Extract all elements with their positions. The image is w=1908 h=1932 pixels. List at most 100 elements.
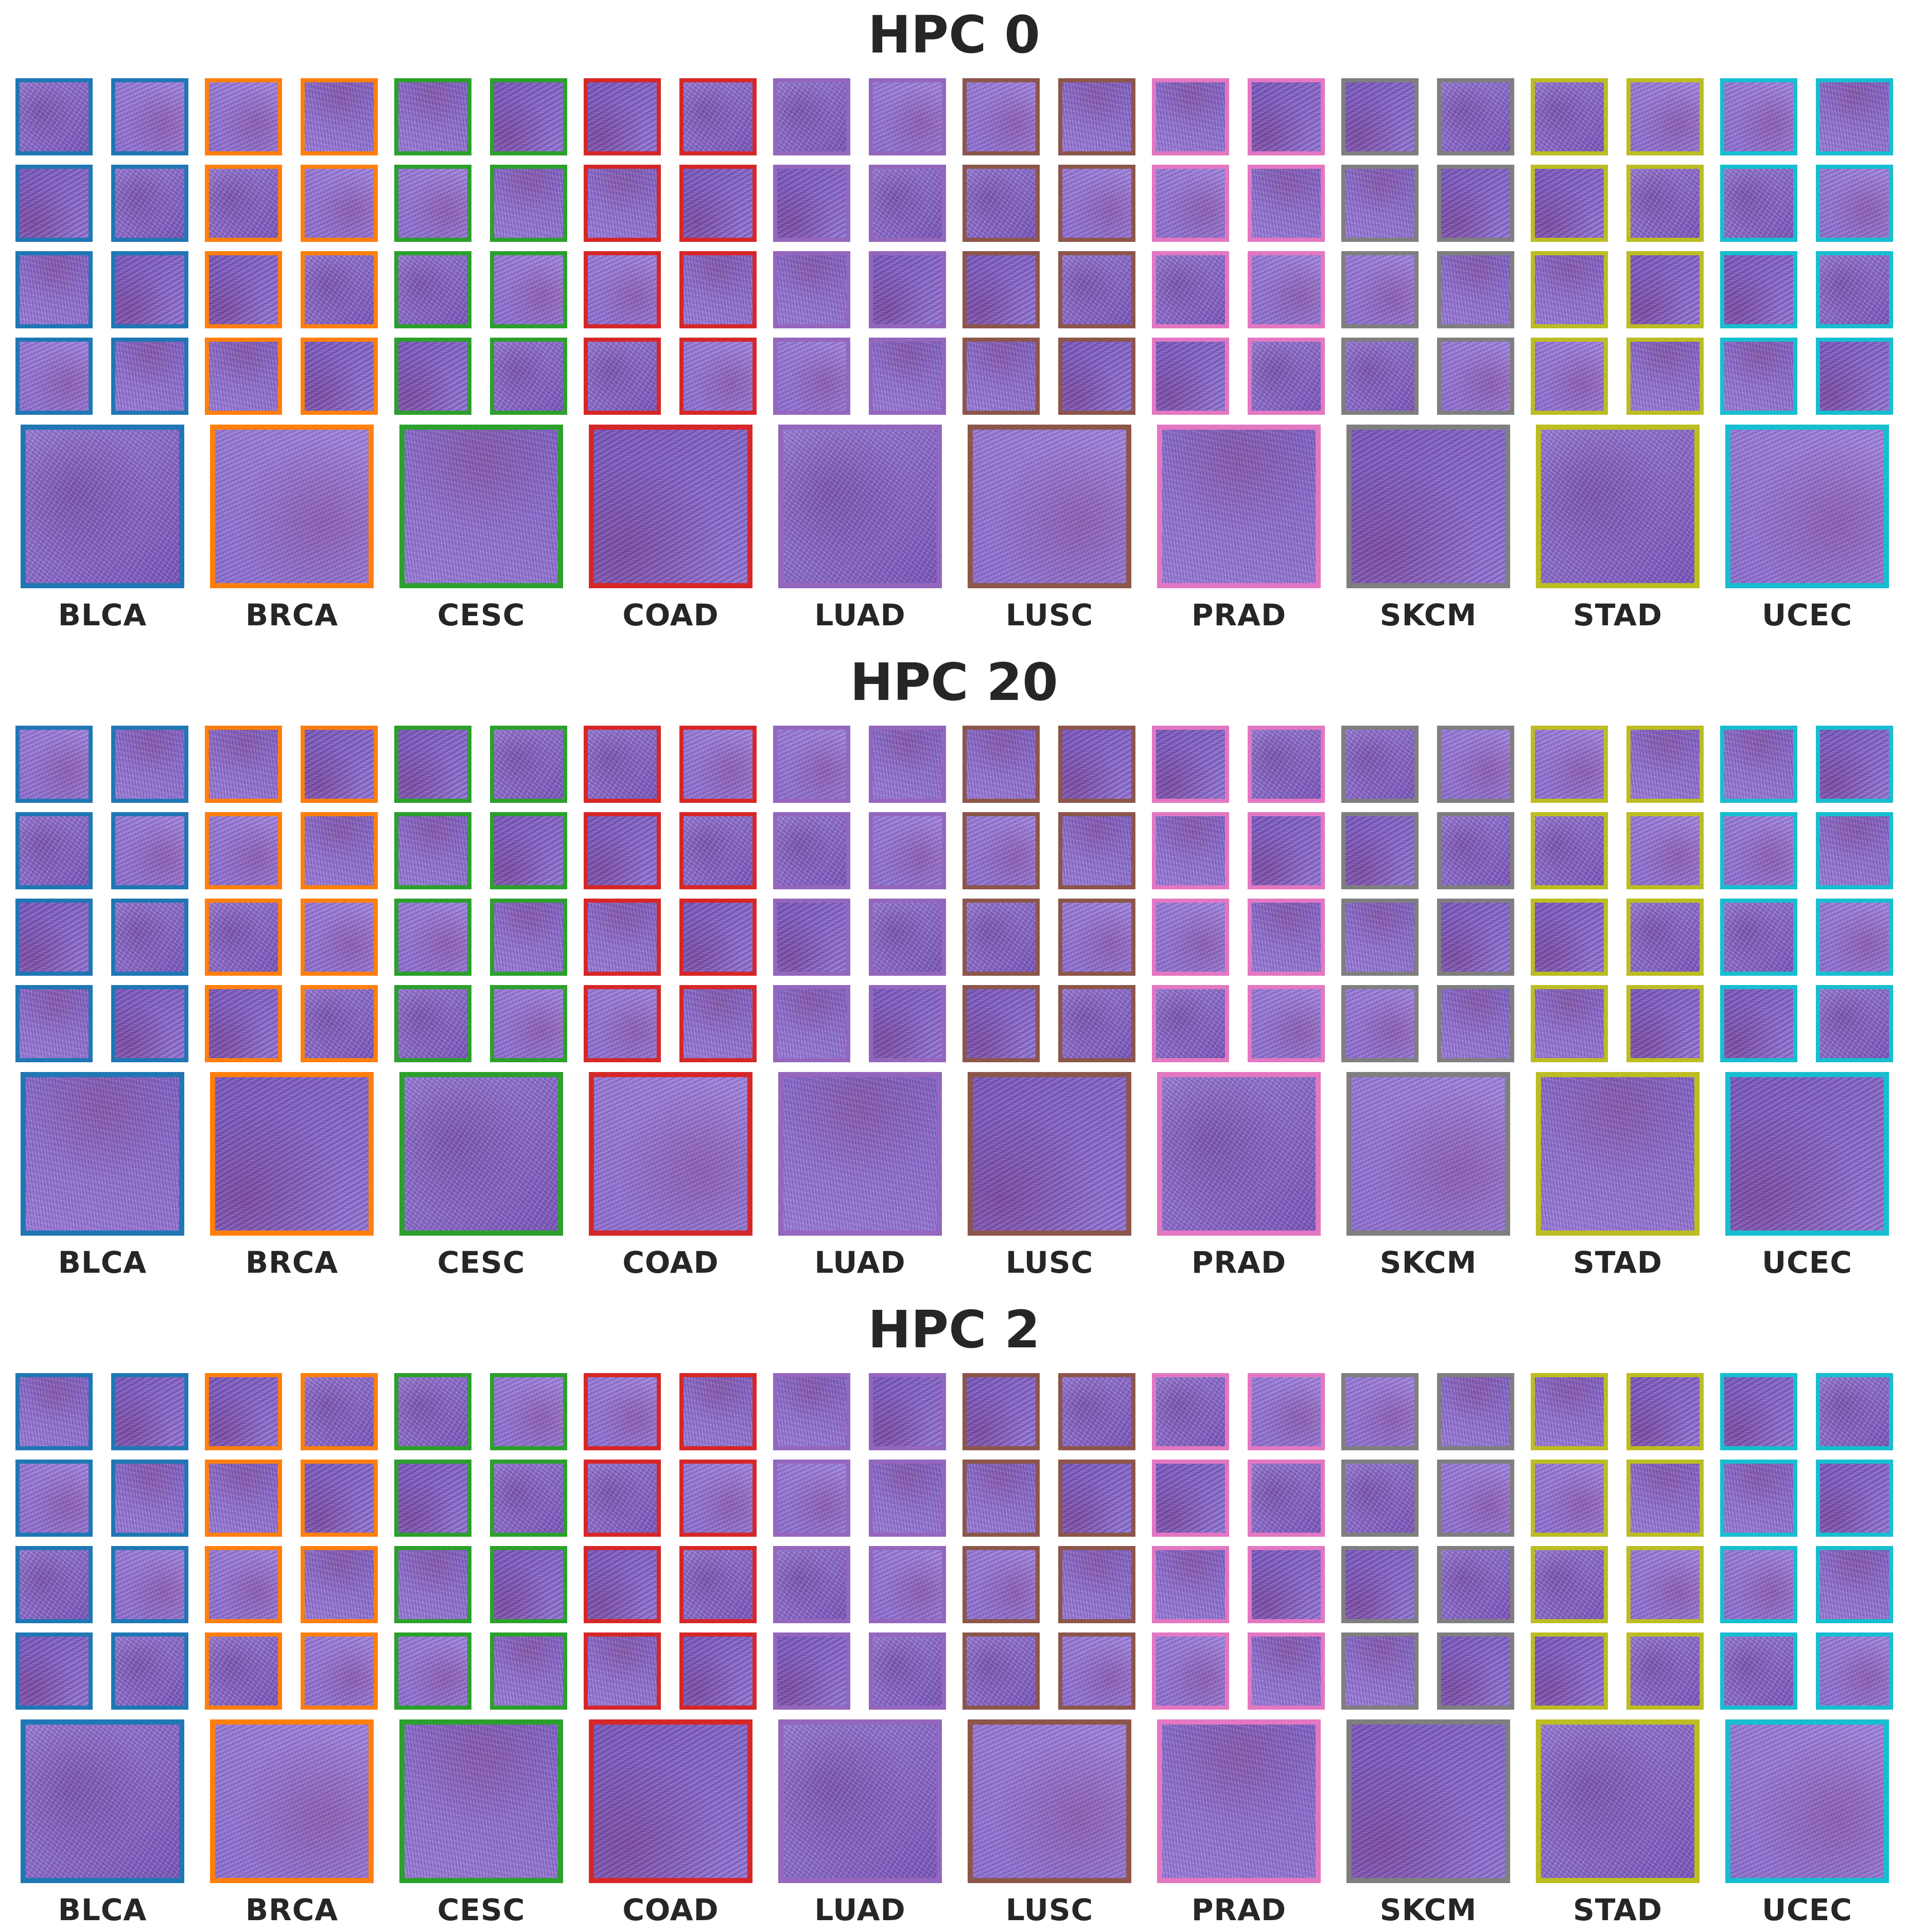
tissue-tile-thumbnail [584, 165, 661, 242]
tissue-tile-thumbnail [1816, 251, 1893, 328]
tissue-texture [1730, 430, 1884, 583]
tissue-texture [1156, 255, 1225, 324]
tissue-texture [494, 1377, 563, 1446]
tissue-texture [305, 82, 374, 151]
tissue-tile-thumbnail [1720, 338, 1797, 415]
tissue-texture [1724, 169, 1793, 238]
tissue-texture [1820, 903, 1889, 972]
tissue-tile-thumbnail [773, 985, 850, 1062]
tissue-texture [115, 169, 184, 238]
tissue-tile-thumbnail [584, 338, 661, 415]
tissue-texture [494, 82, 563, 151]
tissue-tile-thumbnail [679, 1460, 757, 1537]
tissue-tile-large [1536, 1719, 1700, 1883]
tissue-texture [967, 1550, 1036, 1619]
tissue-texture [115, 730, 184, 799]
tissue-texture [1541, 430, 1694, 583]
tissue-tile-thumbnail [490, 1546, 567, 1623]
tissue-texture [967, 82, 1036, 151]
tissue-texture [1820, 255, 1889, 324]
tissue-tile-thumbnail [490, 985, 567, 1062]
tissue-tile-large [21, 1719, 184, 1883]
tissue-texture [1252, 730, 1321, 799]
cancer-type-label: UCEC [1762, 1245, 1852, 1280]
tissue-tile-thumbnail [1341, 251, 1419, 328]
tissue-texture [777, 342, 846, 411]
tissue-tile-thumbnail [1626, 165, 1704, 242]
tissue-tile-thumbnail [1341, 78, 1419, 155]
tissue-texture [20, 903, 89, 972]
tissue-texture [398, 255, 467, 324]
tissue-tile-thumbnail [679, 1632, 757, 1710]
tissue-texture [1441, 730, 1510, 799]
tissue-texture [1441, 903, 1510, 972]
tissue-texture [684, 903, 752, 972]
tissue-texture [209, 342, 278, 411]
hpc-panel-title: HPC 0 [868, 5, 1040, 65]
tissue-texture [405, 1077, 558, 1231]
tissue-texture [588, 1377, 657, 1446]
tissue-tile-thumbnail [1437, 1460, 1514, 1537]
tissue-texture [973, 430, 1126, 583]
tissue-texture [209, 903, 278, 972]
tissue-tile-thumbnail [301, 338, 378, 415]
tissue-texture [20, 816, 89, 885]
tissue-texture [305, 816, 374, 885]
tissue-tile-thumbnail [869, 78, 946, 155]
tissue-texture [1441, 1637, 1510, 1706]
tissue-texture [26, 430, 179, 583]
tissue-tile-thumbnail [394, 726, 471, 803]
tissue-tile-thumbnail [490, 78, 567, 155]
tissue-texture [783, 1725, 937, 1878]
cancer-type-label: COAD [622, 1892, 719, 1927]
tissue-tile-thumbnail [1437, 812, 1514, 889]
tissue-texture [967, 816, 1036, 885]
tissue-texture [215, 1077, 369, 1231]
tissue-tile-thumbnail [679, 165, 757, 242]
tissue-tile-thumbnail [1531, 251, 1608, 328]
tissue-texture [398, 816, 467, 885]
tissue-tile-thumbnail [679, 1373, 757, 1450]
tissue-tile-thumbnail [111, 985, 188, 1062]
cancer-type-label: CESC [437, 598, 526, 633]
tissue-tile-thumbnail [490, 251, 567, 328]
tissue-texture [1352, 1077, 1505, 1231]
tissue-texture [684, 255, 752, 324]
tissue-tile-thumbnail [1720, 899, 1797, 976]
tissue-tile-thumbnail [1720, 165, 1797, 242]
tissue-tile-thumbnail [869, 251, 946, 328]
tissue-tile-thumbnail [1058, 1460, 1135, 1537]
tissue-tile-thumbnail [394, 1632, 471, 1710]
tissue-tile-thumbnail [1341, 812, 1419, 889]
cancer-type-label: CESC [437, 1245, 526, 1280]
tissue-texture [494, 903, 563, 972]
tissue-texture [1062, 255, 1131, 324]
tissue-texture [1156, 903, 1225, 972]
tissue-tile-thumbnail [1531, 1460, 1608, 1537]
tissue-tile-thumbnail [1531, 338, 1608, 415]
cancer-type-label: LUAD [814, 598, 906, 633]
tissue-tile-thumbnail [15, 1546, 93, 1623]
tissue-tile-large [1157, 425, 1321, 588]
tissue-tile-thumbnail [394, 812, 471, 889]
tissue-texture [588, 342, 657, 411]
tissue-texture [1345, 1550, 1414, 1619]
tissue-texture [1252, 903, 1321, 972]
tissue-texture [967, 903, 1036, 972]
tissue-texture [1252, 1637, 1321, 1706]
tissue-texture [1156, 989, 1225, 1058]
tissue-texture [1820, 342, 1889, 411]
tissue-tile-large [1346, 1072, 1510, 1236]
tissue-tile-thumbnail [869, 1546, 946, 1623]
tissue-texture [209, 816, 278, 885]
tissue-tile-thumbnail [111, 1546, 188, 1623]
cancer-type-label: SKCM [1379, 1245, 1477, 1280]
tissue-tile-thumbnail [1152, 1632, 1229, 1710]
tissue-texture [1352, 430, 1505, 583]
tissue-texture [1820, 816, 1889, 885]
tissue-tile-thumbnail [1531, 78, 1608, 155]
tissue-tile-thumbnail [490, 1460, 567, 1537]
tissue-tile-thumbnail [962, 338, 1040, 415]
cancer-type-label: BRCA [245, 598, 339, 633]
tissue-tile-thumbnail [15, 726, 93, 803]
